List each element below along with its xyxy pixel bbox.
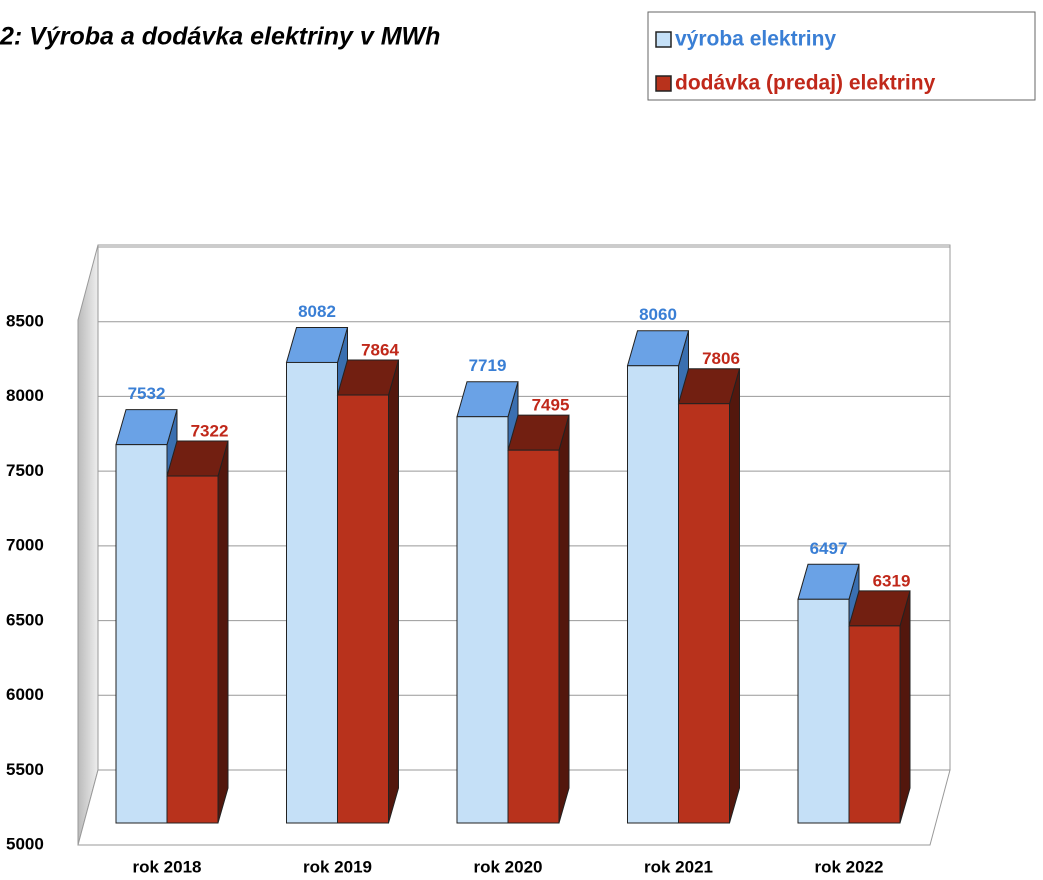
bar-top (797, 563, 860, 600)
data-label: 7719 (469, 356, 507, 375)
data-label: 7322 (191, 422, 229, 441)
bar-side (899, 590, 911, 824)
legend-label: dodávka (predaj) elektriny (675, 72, 936, 95)
bar (166, 475, 219, 824)
y-tick-label: 5500 (6, 760, 44, 779)
data-label: 6319 (873, 571, 911, 590)
data-label: 7495 (532, 396, 570, 415)
x-tick-label: rok 2022 (815, 857, 884, 876)
bar-top (848, 590, 911, 627)
y-tick-label: 8500 (6, 311, 44, 330)
y-tick-label: 7000 (6, 536, 44, 555)
data-label: 7864 (361, 341, 399, 360)
y-tick-label: 8000 (6, 386, 44, 405)
bar (627, 365, 679, 824)
bar-top (336, 359, 400, 396)
y-tick-label: 7500 (6, 461, 44, 480)
bar-top (507, 414, 570, 451)
bar (456, 416, 509, 824)
bar-side (388, 359, 399, 824)
y-tick-label: 5000 (6, 834, 44, 853)
x-tick-label: rok 2019 (303, 857, 372, 876)
legend-label: výroba elektriny (675, 28, 836, 51)
bar-side (558, 415, 570, 824)
x-tick-label: rok 2018 (133, 857, 202, 876)
legend-swatch (655, 75, 672, 92)
bar (848, 625, 901, 824)
data-label: 8082 (298, 302, 336, 321)
x-tick-label: rok 2020 (474, 857, 543, 876)
bar-top (456, 381, 519, 418)
bar (797, 598, 850, 824)
bar-side (729, 368, 740, 824)
legend-swatch (655, 31, 672, 48)
data-label: 6497 (810, 539, 848, 558)
data-label: 7532 (128, 384, 166, 403)
bar (115, 444, 168, 824)
bar (507, 449, 560, 824)
chart-title: 2: Výroba a dodávka elektriny v MWh (0, 23, 440, 51)
bar-top (677, 368, 741, 405)
legend (647, 11, 1036, 101)
bar-top (285, 326, 349, 363)
bar-top (115, 409, 178, 446)
x-tick-label: rok 2021 (644, 857, 713, 876)
bar-top (166, 440, 229, 477)
side-wall (77, 244, 99, 846)
bar (337, 394, 389, 824)
y-tick-label: 6500 (6, 610, 44, 629)
bar-side (217, 440, 229, 824)
y-tick-label: 6000 (6, 685, 44, 704)
bar (286, 361, 338, 824)
data-label: 7806 (702, 349, 740, 368)
bar (678, 403, 730, 824)
bar-top (626, 330, 690, 367)
data-label: 8060 (639, 305, 677, 324)
